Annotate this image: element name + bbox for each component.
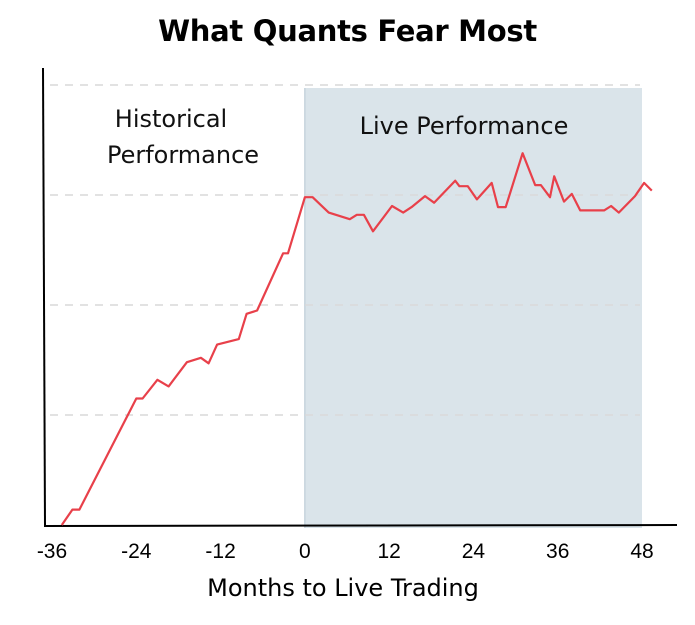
x-tick-label: -36 xyxy=(37,540,67,563)
x-axis xyxy=(43,524,678,527)
performance-line xyxy=(60,152,653,526)
x-tick-label: -24 xyxy=(121,540,152,563)
live-performance-region xyxy=(304,88,642,528)
historical-label-line2: Performance xyxy=(107,141,259,169)
historical-label-line1: Historical xyxy=(115,105,227,133)
x-tick-label: 36 xyxy=(546,540,569,563)
y-axis xyxy=(42,67,46,527)
x-tick-label: 0 xyxy=(299,540,311,563)
x-tick-label: 24 xyxy=(462,540,486,563)
x-axis-label: Months to Live Trading xyxy=(207,574,479,602)
x-tick-labels: -36 -24 -12 0 12 24 36 48 xyxy=(37,540,654,563)
x-tick-label: 48 xyxy=(630,540,653,563)
chart-title: What Quants Fear Most xyxy=(158,14,537,48)
live-performance-label: Live Performance xyxy=(360,112,569,140)
x-tick-label: -12 xyxy=(205,540,235,563)
x-tick-label: 12 xyxy=(377,540,400,563)
